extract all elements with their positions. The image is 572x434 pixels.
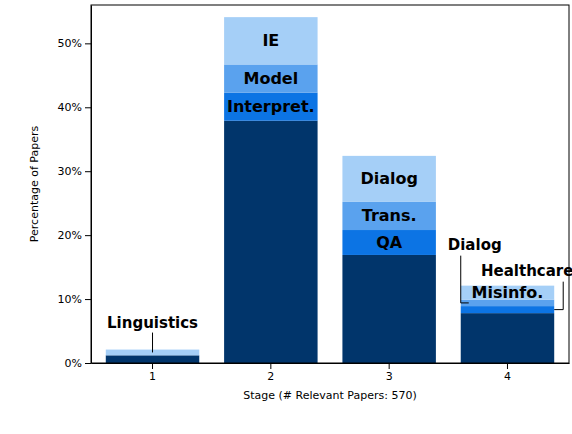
x-axis-title: Stage (# Relevant Papers: 570): [243, 389, 416, 402]
y-tick-mark: [85, 299, 91, 300]
bar-segment: [342, 202, 435, 230]
callout-label: Dialog: [448, 236, 502, 254]
x-tick: 2: [267, 363, 274, 383]
x-axis-line: [92, 363, 570, 364]
bar-segment: [342, 156, 435, 202]
y-tick-mark: [85, 235, 91, 236]
bar-segment: [106, 355, 199, 363]
bar-segment: [224, 17, 317, 64]
segment-labels: Linguistics Interpret. Model IE QA Trans. Dial…: [107, 31, 572, 352]
y-tick-label: 10%: [58, 293, 82, 306]
y-axis-line: [91, 6, 92, 364]
y-tick-mark: [85, 171, 91, 172]
y-tick: 20%: [58, 229, 91, 242]
x-tick: 4: [504, 363, 511, 383]
x-tick-mark: [270, 363, 271, 369]
bars: [106, 17, 554, 363]
y-tick-label: 40%: [58, 101, 82, 114]
leader-line: [152, 333, 153, 353]
y-tick-mark: [85, 43, 91, 44]
y-tick: 50%: [58, 37, 91, 50]
y-tick-mark: [85, 107, 91, 108]
segment-label: Dialog: [360, 169, 418, 188]
callout-label: Linguistics: [107, 314, 198, 332]
bar-segment: [224, 93, 317, 121]
x-tick-label: 2: [267, 370, 274, 383]
segment-label: Interpret.: [227, 97, 315, 116]
leader-line: [554, 282, 563, 310]
segment-label: QA: [376, 233, 403, 252]
x-tick-mark: [152, 363, 153, 369]
segment-label: Trans.: [362, 206, 417, 225]
x-axis: 1 2 3 4: [92, 363, 570, 383]
x-tick: 1: [149, 363, 156, 383]
x-tick-mark: [389, 363, 390, 369]
x-tick-label: 4: [504, 370, 511, 383]
bar-segment: [461, 306, 554, 313]
y-tick-label: 20%: [58, 229, 82, 242]
bar-segment: [342, 230, 435, 255]
x-tick-mark: [507, 363, 508, 369]
callout-label: Healthcare: [481, 262, 572, 280]
bar-segment: [342, 255, 435, 363]
y-tick-label: 50%: [58, 37, 82, 50]
y-axis: 0% 10% 20% 30% 40% 50%: [58, 6, 92, 371]
y-tick-label: 0%: [65, 357, 82, 370]
x-tick-label: 1: [149, 370, 156, 383]
bar-segment: [224, 121, 317, 363]
segment-label: Model: [243, 69, 298, 88]
y-tick: 40%: [58, 101, 91, 114]
y-tick-mark: [85, 363, 91, 364]
y-tick: 0%: [65, 357, 91, 370]
y-axis-title: Percentage of Papers: [28, 126, 41, 243]
y-tick: 30%: [58, 165, 91, 178]
bar-segment: [224, 64, 317, 92]
x-tick-label: 3: [386, 370, 393, 383]
leader-line: [461, 256, 469, 303]
segment-label: IE: [262, 31, 279, 50]
y-tick: 10%: [58, 293, 91, 306]
segment-label: Misinfo.: [472, 283, 544, 302]
x-tick: 3: [386, 363, 393, 383]
plot-frame: [91, 5, 569, 363]
bar-segment: [461, 313, 554, 363]
y-tick-label: 30%: [58, 165, 82, 178]
chart: 0% 10% 20% 30% 40% 50% 1 2 3 4 Stage (# Relevant P…: [0, 0, 572, 434]
